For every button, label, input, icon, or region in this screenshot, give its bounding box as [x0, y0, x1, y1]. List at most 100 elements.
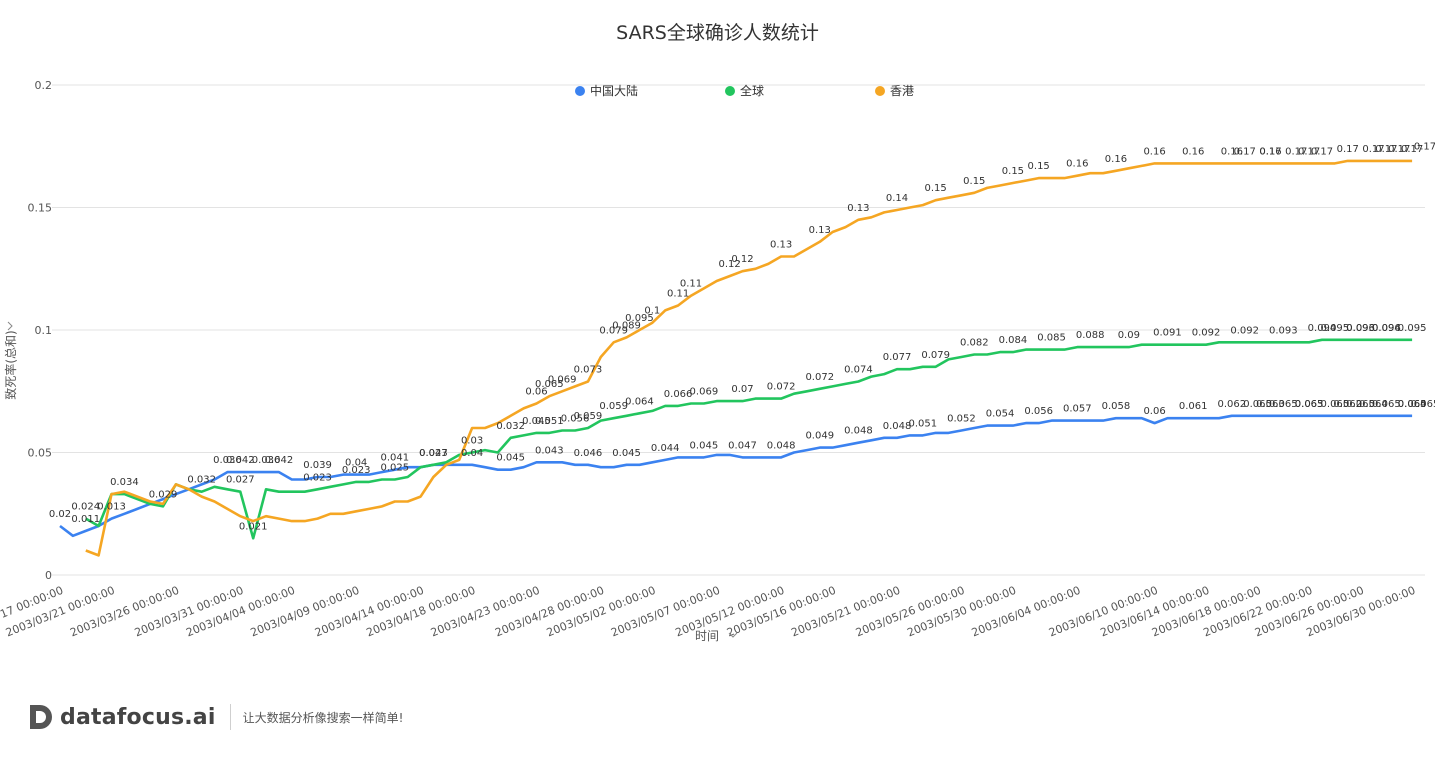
data-label: 0.023	[303, 472, 332, 483]
data-label: 0.057	[1063, 404, 1092, 415]
data-label: 0.17	[1401, 144, 1423, 155]
data-label: 0.16	[1182, 146, 1204, 157]
data-label: 0.065	[1269, 399, 1298, 410]
y-tick-label: 0	[45, 569, 52, 582]
data-label: 0.13	[770, 240, 792, 251]
data-label: 0.027	[226, 475, 255, 486]
footer: datafocus.ai 让大数据分析像搜索一样简单!	[28, 703, 403, 731]
data-label: 0.17	[1337, 144, 1359, 155]
data-label: 0.096	[1346, 323, 1375, 334]
data-label: 0.06	[525, 387, 547, 398]
legend-label[interactable]: 香港	[890, 84, 914, 98]
data-label: 0.16	[1221, 146, 1243, 157]
data-label: 0.032	[496, 421, 525, 432]
y-tick-label: 0.15	[28, 202, 53, 215]
data-label: 0.044	[651, 443, 680, 454]
data-label: 0.15	[925, 183, 947, 194]
data-label: 0.045	[496, 453, 525, 464]
data-label: 0.041	[380, 453, 409, 464]
data-label: 0.048	[883, 421, 912, 432]
data-label: 0.17	[1298, 146, 1320, 157]
data-label: 0.056	[561, 413, 590, 424]
data-label: 0.07	[731, 384, 753, 395]
data-label: 0.03	[461, 436, 483, 447]
data-label: 0.042	[265, 455, 294, 466]
data-label: 0.036	[213, 455, 242, 466]
data-label: 0.052	[947, 413, 976, 424]
data-label: 0.047	[728, 440, 757, 451]
series-line-中国大陆	[59, 414, 1413, 538]
data-label: 0.072	[767, 382, 796, 393]
data-label: 0.13	[847, 203, 869, 214]
legend-label[interactable]: 中国大陆	[590, 83, 638, 98]
data-label: 0.065	[1295, 399, 1324, 410]
data-label: 0.088	[1076, 330, 1105, 341]
data-label: 0.06	[1143, 406, 1165, 417]
data-label: 0.069	[548, 374, 577, 385]
data-label: 0.025	[380, 462, 409, 473]
data-label: 0.036	[252, 455, 281, 466]
y-tick-label: 0.1	[35, 324, 53, 337]
data-label: 0.062	[1333, 399, 1362, 410]
legend-marker[interactable]	[725, 86, 735, 96]
data-label: 0.064	[1359, 399, 1388, 410]
data-label: 0.17	[1285, 146, 1307, 157]
y-tick-label: 0.05	[28, 447, 53, 460]
x-tick-label: 2003/04/23 00:00:00	[429, 584, 542, 640]
data-label: 0.074	[844, 364, 873, 375]
data-label: 0.048	[844, 426, 873, 437]
data-label: 0.013	[97, 502, 126, 513]
data-label: 0.12	[731, 254, 753, 265]
data-label: 0.091	[1153, 328, 1182, 339]
legend-marker[interactable]	[575, 86, 585, 96]
data-label: 0.045	[522, 416, 551, 427]
data-label: 0.034	[110, 477, 139, 488]
y-axis-title[interactable]: 致死率(总和)	[3, 330, 18, 399]
data-label: 0.062	[1218, 399, 1247, 410]
data-label: 0.16	[1259, 146, 1281, 157]
data-label: 0.15	[1002, 166, 1024, 177]
chevron-down-icon[interactable]	[728, 632, 738, 638]
data-label: 0.094	[1372, 323, 1401, 334]
x-tick-label: 2003/03/26 00:00:00	[68, 584, 181, 640]
data-label: 0.089	[612, 320, 641, 331]
data-label: 0.11	[680, 279, 702, 290]
data-label: 0.14	[886, 193, 908, 204]
data-label: 0.064	[1398, 399, 1427, 410]
data-label: 0.15	[963, 176, 985, 187]
data-label: 0.093	[1346, 323, 1375, 334]
data-label: 0.065	[535, 379, 564, 390]
data-label: 0.17	[1414, 142, 1435, 153]
data-label: 0.065	[1321, 399, 1350, 410]
data-label: 0.021	[239, 521, 268, 532]
x-axis-title[interactable]: 时间	[695, 629, 719, 643]
data-label: 0.072	[805, 372, 834, 383]
chevron-down-icon[interactable]	[7, 321, 13, 331]
data-label: 0.093	[1269, 325, 1298, 336]
data-label: 0.096	[1372, 323, 1401, 334]
data-label: 0.1	[644, 306, 660, 317]
y-tick-label: 0.2	[35, 79, 53, 92]
data-label: 0.056	[1024, 406, 1053, 417]
data-label: 0.051	[908, 418, 937, 429]
data-label: 0.054	[986, 409, 1015, 420]
data-label: 0.15	[1028, 161, 1050, 172]
data-label: 0.079	[921, 350, 950, 361]
chart-title: SARS全球确诊人数统计	[616, 22, 819, 44]
brand-name: datafocus.ai	[60, 704, 216, 730]
data-label: 0.17	[1234, 146, 1256, 157]
data-label: 0.042	[226, 455, 255, 466]
data-label: 0.092	[1192, 328, 1221, 339]
data-label: 0.079	[599, 325, 628, 336]
data-label: 0.073	[574, 364, 603, 375]
data-label: 0.16	[1143, 146, 1165, 157]
data-label: 0.17	[1388, 144, 1410, 155]
series-line-全球	[85, 338, 1413, 540]
legend-marker[interactable]	[875, 86, 885, 96]
data-label: 0.059	[574, 411, 603, 422]
data-label: 0.094	[1308, 323, 1337, 334]
legend-label[interactable]: 全球	[740, 83, 764, 98]
data-label: 0.029	[149, 489, 178, 500]
datafocus-logo-icon	[28, 703, 54, 731]
